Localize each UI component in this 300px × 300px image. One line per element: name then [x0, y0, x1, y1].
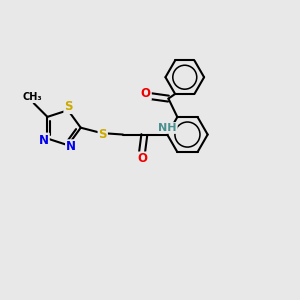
Text: S: S — [98, 128, 107, 141]
Text: O: O — [141, 87, 151, 100]
Text: CH₃: CH₃ — [22, 92, 42, 102]
Text: O: O — [137, 152, 147, 165]
Text: S: S — [64, 100, 73, 113]
Text: N: N — [39, 134, 49, 146]
Text: N: N — [66, 140, 76, 153]
Text: NH: NH — [158, 123, 177, 133]
